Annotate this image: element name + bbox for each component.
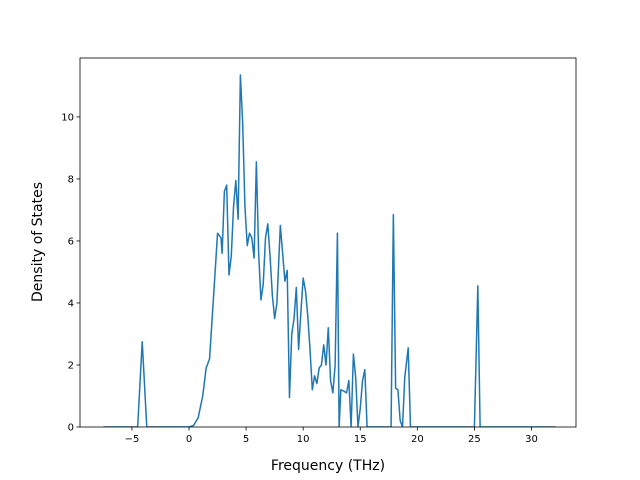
- x-tick-label: 0: [186, 434, 192, 445]
- x-axis-label: Frequency (THz): [271, 458, 385, 474]
- x-tick-label: 30: [525, 434, 538, 445]
- y-tick-label: 8: [68, 174, 74, 185]
- y-axis-label: Density of States: [30, 182, 46, 302]
- y-tick-label: 4: [68, 298, 74, 309]
- x-tick-label: 10: [297, 434, 310, 445]
- x-tick-label: 25: [468, 434, 481, 445]
- plot-frame: [79, 57, 577, 428]
- y-tick-label: 10: [61, 112, 74, 123]
- x-tick-label: 15: [354, 434, 367, 445]
- y-tick-label: 2: [68, 360, 74, 371]
- data-line: [103, 74, 556, 427]
- y-tick-label: 6: [68, 236, 74, 247]
- y-tick-label: 0: [68, 423, 74, 434]
- x-tick-label: 20: [411, 434, 424, 445]
- x-tick-label: 5: [243, 434, 249, 445]
- x-tick-label: −5: [125, 434, 140, 445]
